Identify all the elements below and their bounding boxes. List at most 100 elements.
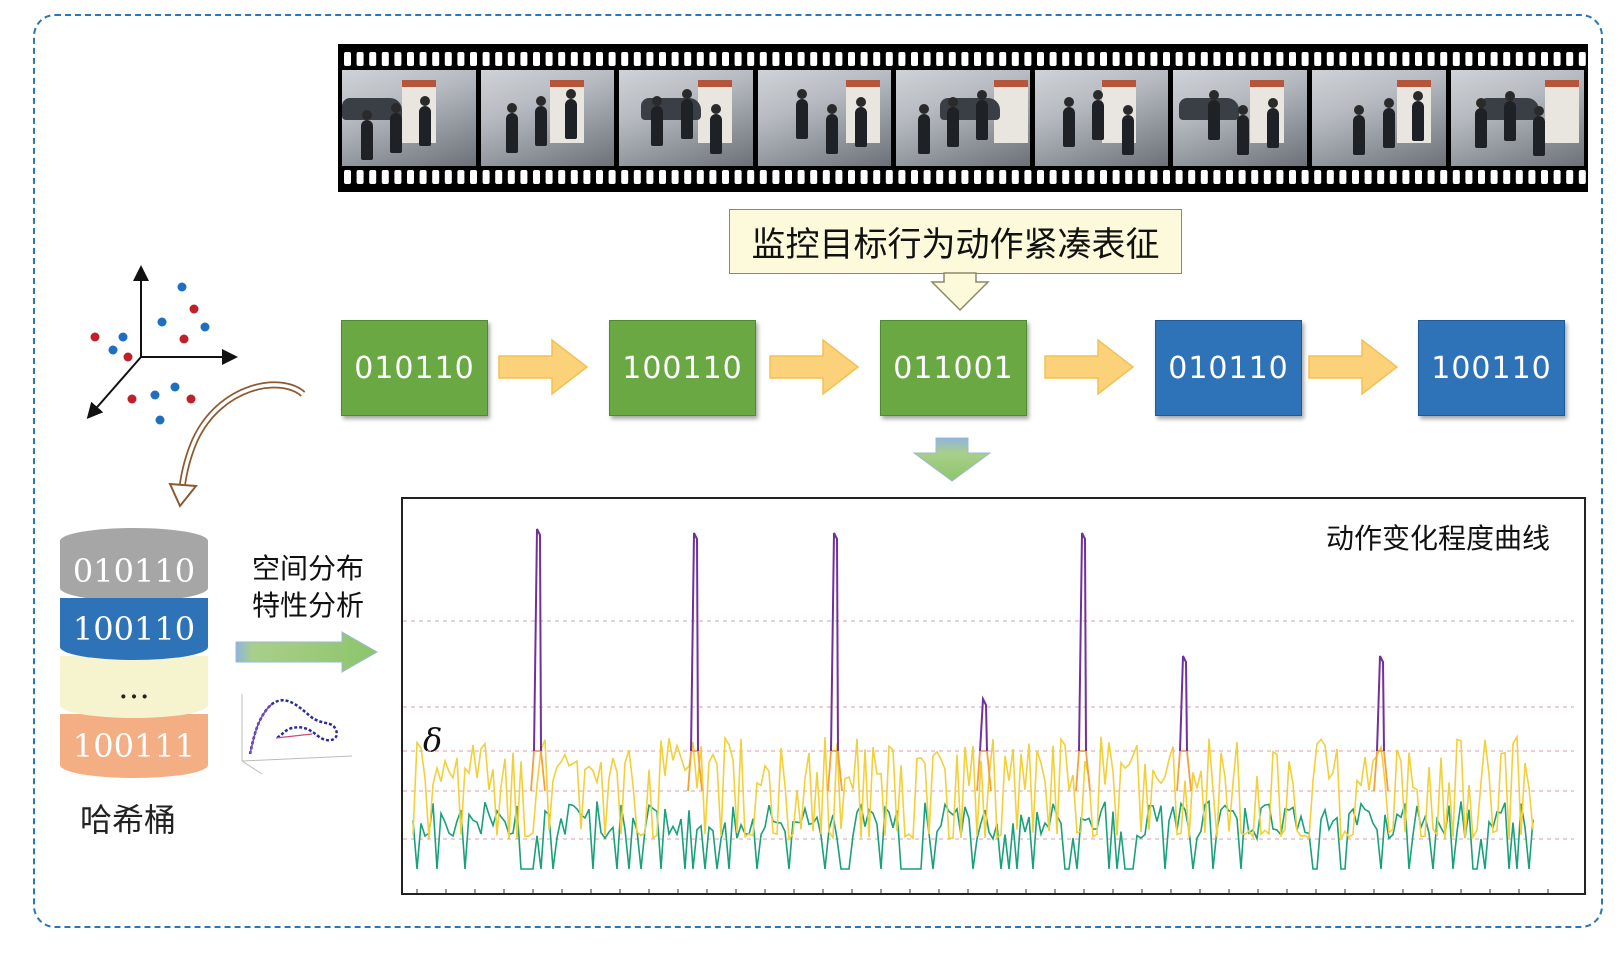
sprocket-hole bbox=[533, 170, 540, 184]
person-figure bbox=[651, 96, 664, 146]
sprocket-hole bbox=[1024, 170, 1032, 184]
sprocket-hole bbox=[1503, 170, 1511, 184]
sprocket-hole bbox=[457, 52, 465, 66]
sprocket-hole bbox=[381, 52, 389, 66]
sprocket-hole bbox=[1389, 170, 1397, 184]
film-frames bbox=[342, 70, 1585, 166]
person-figure bbox=[1474, 98, 1487, 148]
diagram-frame bbox=[33, 14, 1603, 928]
spatial-arrow-icon bbox=[235, 631, 379, 673]
sprocket-hole bbox=[986, 52, 994, 66]
sprocket-hole bbox=[444, 52, 452, 66]
sprocket-hole bbox=[936, 52, 944, 66]
right-arrow-icon bbox=[498, 338, 589, 396]
peak-rise-segment bbox=[976, 750, 992, 792]
sprocket-hole bbox=[596, 52, 603, 66]
sprocket-hole bbox=[722, 170, 729, 184]
person-figure bbox=[1121, 105, 1134, 155]
sprocket-hole bbox=[1163, 52, 1170, 66]
bucket-segment-2: 100110 bbox=[60, 598, 208, 660]
peak-spike bbox=[1179, 655, 1188, 752]
sprocket-hole bbox=[1566, 52, 1574, 66]
right-arrow-icon bbox=[1308, 338, 1399, 396]
action-change-chart: 动作变化程度曲线 δ bbox=[401, 497, 1586, 895]
sprocket-hole bbox=[898, 170, 906, 184]
sprocket-hole bbox=[1465, 170, 1473, 184]
person-figure bbox=[1353, 105, 1366, 155]
video-frame bbox=[1311, 70, 1446, 166]
sprocket-hole bbox=[1478, 170, 1485, 184]
sprocket-hole bbox=[482, 170, 490, 184]
sprocket-hole bbox=[1137, 170, 1145, 184]
sprocket-hole bbox=[1364, 52, 1372, 66]
sprocket-hole bbox=[1087, 52, 1095, 66]
sprocket-hole bbox=[570, 170, 578, 184]
person-figure bbox=[1062, 97, 1075, 147]
person-figure bbox=[564, 89, 577, 139]
sprocket-hole bbox=[948, 170, 956, 184]
sprocket-hole bbox=[444, 170, 452, 184]
sprocket-hole bbox=[621, 170, 629, 184]
person-figure bbox=[1092, 90, 1105, 140]
sprocket-hole bbox=[1125, 170, 1133, 184]
callout-label: 监控目标行为动作紧凑表征 bbox=[729, 209, 1182, 274]
sprocket-hole bbox=[1427, 52, 1435, 66]
sprocket-hole bbox=[961, 170, 969, 184]
sprocket-hole bbox=[999, 52, 1007, 66]
sprocket-hole bbox=[344, 170, 351, 184]
sprocket-hole bbox=[860, 52, 868, 66]
right-arrow-icon bbox=[1044, 338, 1135, 396]
sprocket-hole bbox=[1301, 170, 1309, 184]
sprocket-hole bbox=[848, 170, 855, 184]
sprocket-hole bbox=[419, 52, 427, 66]
person-figure bbox=[1533, 106, 1546, 156]
sprocket-hole bbox=[1125, 52, 1133, 66]
sprocket-hole bbox=[1037, 170, 1044, 184]
person-figure bbox=[419, 96, 432, 146]
person-figure bbox=[796, 89, 809, 139]
person-figure bbox=[1266, 98, 1279, 148]
sprocket-hole bbox=[835, 52, 843, 66]
sprocket-hole bbox=[1213, 52, 1221, 66]
sprocket-hole bbox=[432, 170, 440, 184]
peak-spike bbox=[690, 532, 699, 752]
peak-spike bbox=[979, 695, 988, 752]
down-arrow-icon bbox=[912, 437, 992, 482]
sprocket-hole bbox=[822, 52, 830, 66]
sprocket-hole bbox=[1402, 52, 1410, 66]
sprocket-hole bbox=[507, 52, 515, 66]
sprocket-hole bbox=[1402, 170, 1410, 184]
peak-rise-segment bbox=[530, 750, 546, 792]
film-sprocket-holes-top bbox=[344, 52, 1586, 66]
sprocket-hole bbox=[1352, 170, 1359, 184]
sprocket-hole bbox=[1578, 170, 1586, 184]
sprocket-hole bbox=[948, 52, 956, 66]
video-frame bbox=[480, 70, 615, 166]
sprocket-hole bbox=[785, 170, 792, 184]
callout-down-arrow-icon bbox=[930, 272, 990, 312]
sprocket-hole bbox=[1515, 170, 1523, 184]
sprocket-hole bbox=[860, 170, 868, 184]
sprocket-hole bbox=[911, 52, 918, 66]
sprocket-hole bbox=[1074, 170, 1082, 184]
sprocket-hole bbox=[344, 52, 351, 66]
sprocket-hole bbox=[596, 170, 603, 184]
sprocket-hole bbox=[696, 170, 704, 184]
video-frame bbox=[757, 70, 892, 166]
peak-rise-segment bbox=[827, 750, 843, 792]
sprocket-hole bbox=[1188, 52, 1196, 66]
sprocket-hole bbox=[734, 170, 742, 184]
sprocket-hole bbox=[1150, 170, 1158, 184]
sprocket-hole bbox=[394, 170, 402, 184]
sprocket-hole bbox=[1440, 52, 1448, 66]
sprocket-hole bbox=[1100, 170, 1107, 184]
sprocket-hole bbox=[759, 52, 767, 66]
person-figure bbox=[1208, 90, 1221, 140]
sprocket-hole bbox=[432, 52, 440, 66]
sprocket-hole bbox=[1238, 52, 1246, 66]
sprocket-hole bbox=[696, 52, 704, 66]
person-figure bbox=[505, 103, 518, 153]
sprocket-hole bbox=[1074, 52, 1082, 66]
sprocket-hole bbox=[885, 170, 893, 184]
sprocket-hole bbox=[1251, 52, 1259, 66]
